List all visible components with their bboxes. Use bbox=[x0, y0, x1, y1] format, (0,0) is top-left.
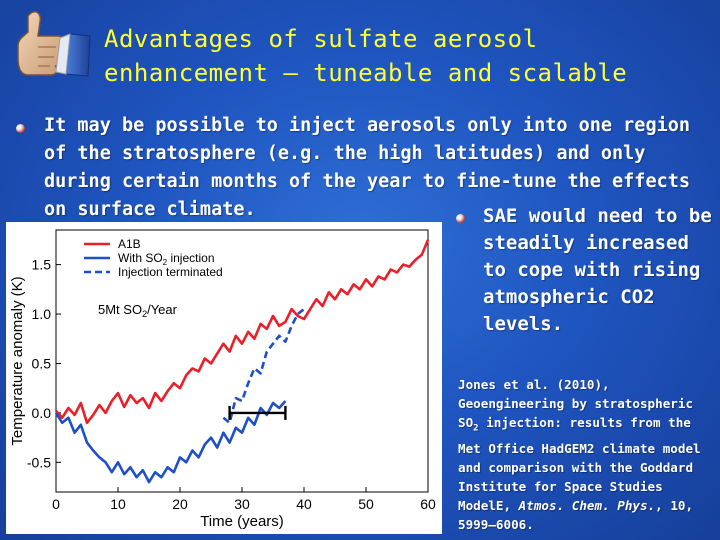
citation-title-a: Geoengineering by stratospheric SO bbox=[458, 396, 694, 430]
citation-journal: Atmos. Chem. Phys. bbox=[518, 497, 656, 513]
x-tick-label: 60 bbox=[420, 496, 436, 512]
annotation-sub: 2 bbox=[142, 309, 147, 319]
x-tick-label: 40 bbox=[296, 496, 312, 512]
x-tick-label: 30 bbox=[234, 496, 250, 512]
x-axis-label: Time (years) bbox=[200, 513, 284, 530]
y-tick-label: 0.0 bbox=[32, 405, 52, 421]
legend-label-injection-b: injection bbox=[167, 251, 214, 265]
bullet-paragraph-1: It may be possible to inject aerosols on… bbox=[44, 115, 691, 220]
y-tick-label: 1.5 bbox=[32, 257, 52, 273]
annotation-5mt-so2: 5Mt SO2/Year bbox=[98, 302, 178, 319]
y-tick-label: 0.5 bbox=[32, 355, 52, 371]
x-tick-label: 10 bbox=[110, 496, 126, 512]
legend-label-terminated: Injection terminated bbox=[118, 265, 223, 279]
legend-label-injection-a: With SO bbox=[118, 251, 163, 265]
temperature-chart: 0 10 20 30 40 50 60 -0.5 0.0 0.5 1.0 1.5 A1B With S… bbox=[6, 222, 442, 534]
annotation-tail: /Year bbox=[147, 302, 178, 317]
bullet-icon bbox=[456, 214, 465, 223]
plot-frame bbox=[55, 229, 429, 493]
series-line-2 bbox=[222, 308, 305, 425]
bullet-paragraph-2: SAE would need to be steadily increased … bbox=[483, 205, 712, 335]
y-tick-label: 1.0 bbox=[32, 306, 52, 322]
x-tick-label: 0 bbox=[52, 496, 60, 512]
thumbs-up-icon bbox=[17, 11, 91, 77]
series-line-1 bbox=[54, 400, 287, 484]
legend-label-injection: With SO2 injection bbox=[118, 251, 215, 267]
y-axis-label: Temperature anomaly (K) bbox=[9, 276, 26, 445]
legend-label-a1b: A1B bbox=[118, 237, 141, 251]
citation-authors: Jones et al. (2010), bbox=[458, 377, 610, 392]
slide-title: Advantages of sulfate aerosol enhancemen… bbox=[104, 22, 704, 90]
series-line-0 bbox=[55, 239, 430, 425]
bullet-icon bbox=[16, 124, 25, 133]
annotation-text: 5Mt SO bbox=[98, 302, 142, 317]
y-tick-label: -0.5 bbox=[27, 454, 51, 470]
citation-title-sub: 2 bbox=[473, 423, 479, 434]
title-line-1: Advantages of sulfate aerosol bbox=[104, 25, 538, 53]
title-line-2: enhancement – tuneable and scalable bbox=[104, 59, 628, 87]
citation: Jones et al. (2010), Geoengineering by s… bbox=[458, 375, 716, 534]
legend-label-injection-sub: 2 bbox=[163, 258, 168, 267]
chart-svg: 0 10 20 30 40 50 60 -0.5 0.0 0.5 1.0 1.5 A1B With S… bbox=[9, 229, 436, 530]
x-tick-label: 50 bbox=[358, 496, 374, 512]
citation-volume: , 10, 5999–6006. bbox=[458, 497, 694, 532]
citation-title-b: injection: results from the Met Office H… bbox=[458, 415, 701, 513]
x-tick-label: 20 bbox=[172, 496, 188, 512]
